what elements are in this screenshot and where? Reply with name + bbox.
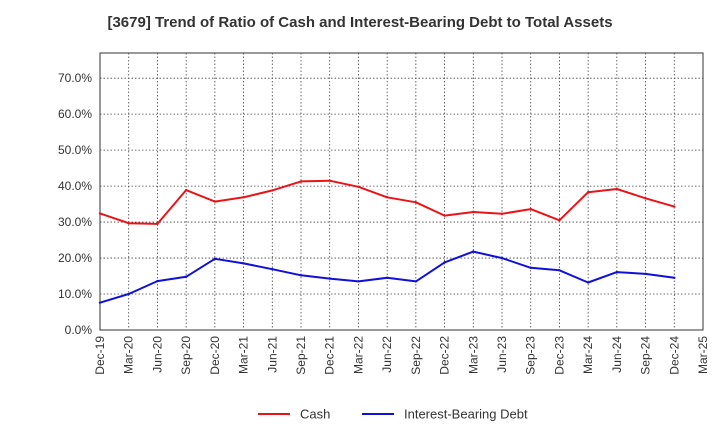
data-point-cash xyxy=(357,185,360,189)
data-point-cash xyxy=(184,188,188,192)
x-tick-label: Jun-22 xyxy=(380,336,394,373)
legend-label-interest-bearing-debt: Interest-Bearing Debt xyxy=(404,407,528,422)
x-tick-label: Mar-25 xyxy=(696,336,710,374)
data-point-cash xyxy=(299,180,303,183)
x-tick-label: Jun-24 xyxy=(610,336,624,373)
data-point-cash xyxy=(156,222,159,226)
data-point-interest-bearing-debt xyxy=(443,261,446,264)
y-tick-label: 20.0% xyxy=(58,251,92,265)
data-point-interest-bearing-debt xyxy=(673,276,676,280)
data-point-cash xyxy=(328,179,331,182)
x-tick-label: Dec-21 xyxy=(323,336,337,375)
y-tick-label: 60.0% xyxy=(58,107,92,121)
x-tick-label: Sep-22 xyxy=(409,336,423,375)
data-point-cash xyxy=(443,214,446,217)
y-tick-label: 70.0% xyxy=(58,71,92,85)
x-tick-label: Sep-20 xyxy=(179,336,193,375)
x-tick-label: Jun-21 xyxy=(265,336,279,373)
data-point-interest-bearing-debt xyxy=(385,276,389,280)
x-tick-label: Sep-24 xyxy=(639,336,653,375)
x-tick-label: Mar-20 xyxy=(122,336,136,374)
data-point-cash xyxy=(271,189,274,192)
x-tick-label: Mar-22 xyxy=(351,336,365,374)
data-point-interest-bearing-debt xyxy=(242,262,245,265)
data-point-interest-bearing-debt xyxy=(615,270,619,274)
data-point-interest-bearing-debt xyxy=(357,280,360,283)
data-point-cash xyxy=(558,219,561,222)
x-tick-label: Dec-19 xyxy=(93,336,107,375)
data-point-interest-bearing-debt xyxy=(414,280,418,283)
data-point-interest-bearing-debt xyxy=(644,272,647,276)
x-tick-label: Jun-20 xyxy=(150,336,164,373)
data-point-cash xyxy=(472,210,475,214)
y-tick-label: 10.0% xyxy=(58,287,92,301)
data-point-cash xyxy=(127,221,130,225)
chart-title: [3679] Trend of Ratio of Cash and Intere… xyxy=(107,14,613,31)
data-point-interest-bearing-debt xyxy=(472,250,475,253)
data-point-cash xyxy=(586,191,590,194)
data-point-cash xyxy=(673,205,676,208)
data-point-cash xyxy=(213,200,217,203)
x-tick-label: Dec-22 xyxy=(438,336,452,375)
data-point-cash xyxy=(500,212,504,216)
x-tick-label: Dec-20 xyxy=(208,336,222,375)
data-point-interest-bearing-debt xyxy=(184,275,188,278)
data-point-cash xyxy=(242,196,245,199)
data-point-interest-bearing-debt xyxy=(500,256,504,260)
x-tick-label: Mar-24 xyxy=(581,336,595,374)
x-tick-label: Mar-21 xyxy=(237,336,251,374)
data-point-interest-bearing-debt xyxy=(271,268,274,271)
x-tick-label: Dec-23 xyxy=(552,336,566,375)
y-tick-label: 0.0% xyxy=(65,323,93,337)
data-point-interest-bearing-debt xyxy=(299,274,303,277)
data-point-interest-bearing-debt xyxy=(127,292,130,296)
data-point-interest-bearing-debt xyxy=(328,277,331,280)
y-tick-label: 40.0% xyxy=(58,179,92,193)
data-point-interest-bearing-debt xyxy=(213,257,217,260)
data-point-interest-bearing-debt xyxy=(558,269,561,272)
y-tick-label: 30.0% xyxy=(58,215,92,229)
x-tick-label: Mar-23 xyxy=(466,336,480,374)
data-point-interest-bearing-debt xyxy=(529,266,532,269)
data-point-cash xyxy=(615,187,619,191)
legend-label-cash: Cash xyxy=(300,407,330,422)
data-point-cash xyxy=(98,212,102,215)
data-point-interest-bearing-debt xyxy=(586,281,590,284)
x-tick-label: Sep-21 xyxy=(294,336,308,375)
data-point-cash xyxy=(414,201,418,204)
data-point-interest-bearing-debt xyxy=(156,279,159,283)
y-tick-label: 50.0% xyxy=(58,143,92,157)
data-point-cash xyxy=(644,197,647,200)
data-point-interest-bearing-debt xyxy=(98,301,102,304)
x-tick-label: Sep-23 xyxy=(524,336,538,375)
data-point-cash xyxy=(529,207,532,211)
x-tick-label: Dec-24 xyxy=(667,336,681,375)
data-point-cash xyxy=(385,196,389,199)
x-tick-label: Jun-23 xyxy=(495,336,509,373)
